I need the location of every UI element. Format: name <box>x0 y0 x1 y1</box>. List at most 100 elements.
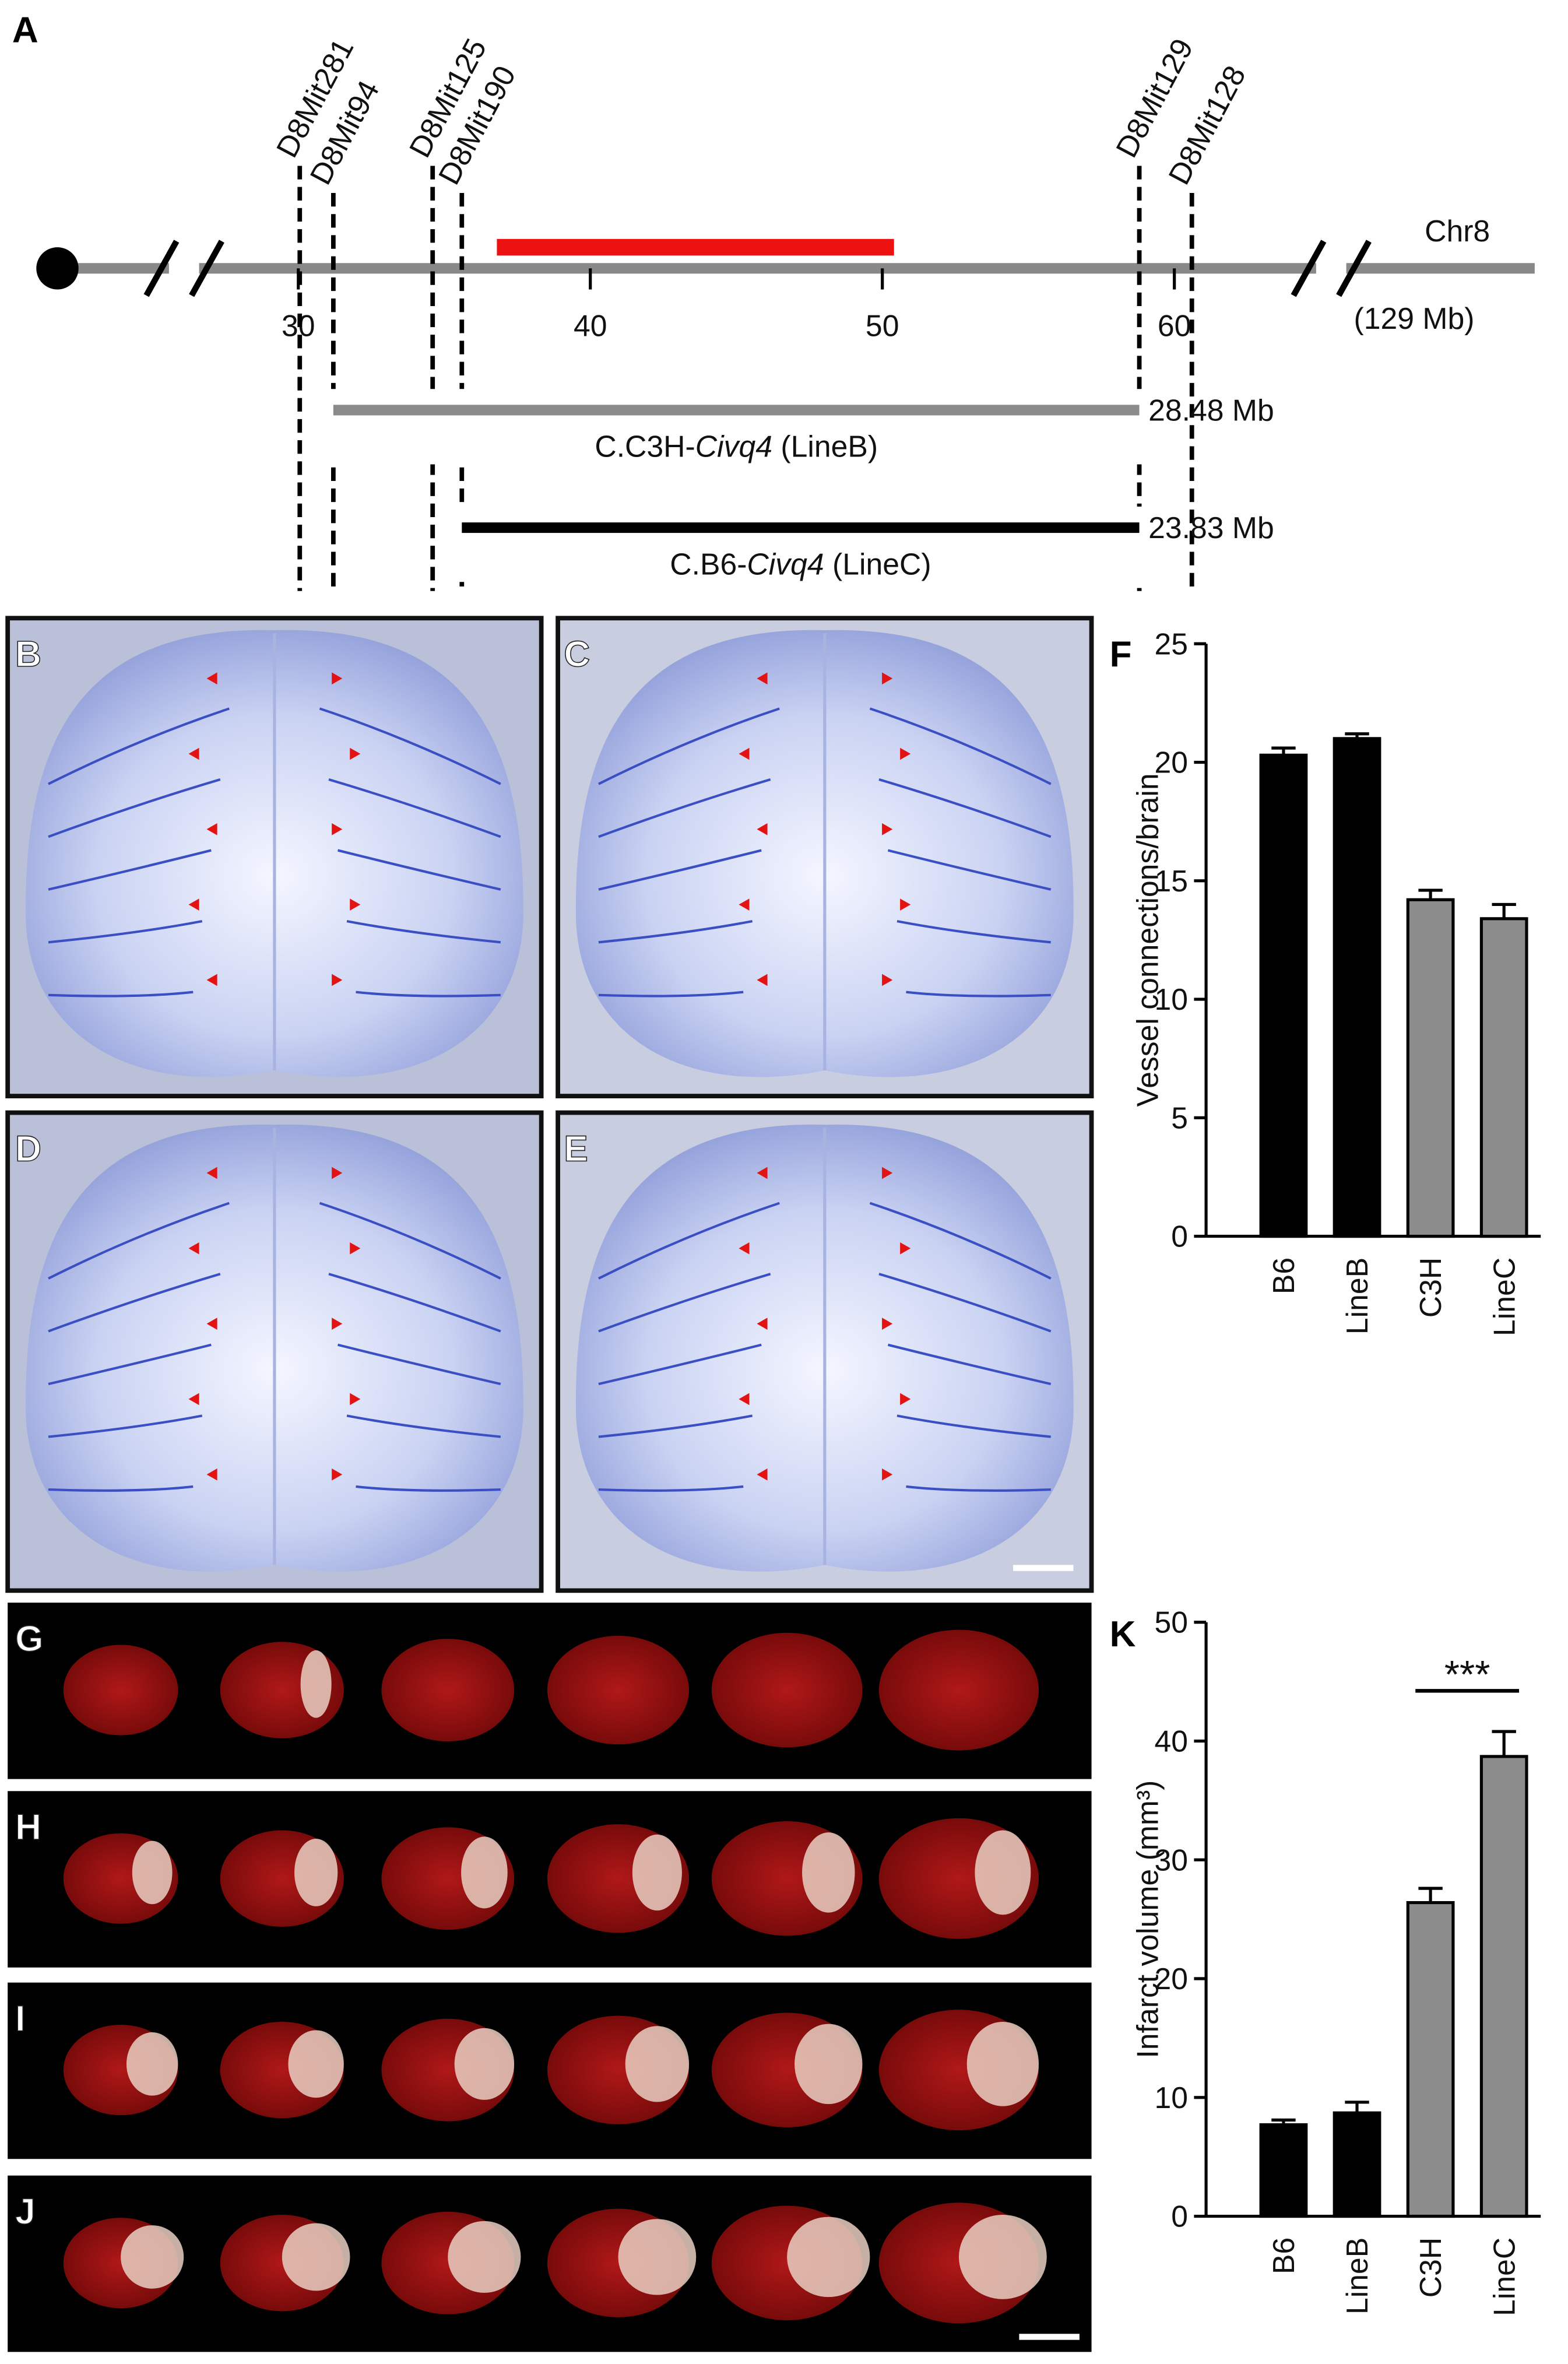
x-tick-label: C3H <box>1414 2237 1447 2298</box>
arrowhead <box>206 672 217 685</box>
segment-size: 28.48 Mb <box>1148 394 1274 427</box>
x-tick-label: C3H <box>1414 1257 1447 1318</box>
y-tick-label: 40 <box>1155 1724 1189 1758</box>
bar <box>1479 917 1528 1238</box>
line-name-suffix: (LineC) <box>824 547 931 581</box>
break-mark <box>1291 240 1327 297</box>
centromere <box>36 247 79 290</box>
vessel <box>887 849 1052 891</box>
x-tick-label: B6 <box>1267 1257 1300 1294</box>
segment-size: 23.83 Mb <box>1148 511 1274 545</box>
break-mark <box>189 240 224 297</box>
brain-slice <box>547 1635 690 1745</box>
arrowhead <box>206 1468 217 1481</box>
y-tick-label: 15 <box>1155 864 1189 898</box>
x-tick-label: B6 <box>1267 2237 1300 2274</box>
arrowhead <box>332 1167 343 1179</box>
vessel <box>598 1273 771 1333</box>
arrowhead <box>332 672 343 685</box>
arrowhead <box>739 1393 750 1406</box>
infarct <box>294 1839 338 1906</box>
bar <box>1479 1755 1528 2218</box>
bar <box>1333 737 1381 1238</box>
infarct <box>132 1840 173 1905</box>
vessel <box>48 1273 221 1333</box>
arrowhead <box>757 823 768 835</box>
bar <box>1333 2111 1381 2218</box>
panel-label: D <box>15 1129 41 1169</box>
vessel <box>346 920 501 944</box>
infarct <box>632 1834 682 1911</box>
vessel <box>356 990 501 997</box>
y-tick-label: 25 <box>1155 627 1189 661</box>
infarct <box>975 1830 1031 1915</box>
line-name-gene: Civq4 <box>747 547 824 581</box>
panel-label: J <box>15 2191 36 2232</box>
brain-slice <box>63 1645 178 1736</box>
y-tick-label: 20 <box>1155 746 1189 779</box>
vessel <box>48 1343 212 1386</box>
map-tick-label: 50 <box>866 309 899 343</box>
arrowhead <box>757 1318 768 1330</box>
panel-label: I <box>15 1998 25 2039</box>
vessel <box>878 1273 1052 1333</box>
arrowhead <box>900 898 911 911</box>
arrowhead <box>206 823 217 835</box>
arrowhead <box>350 1242 361 1255</box>
arrowhead <box>757 974 768 986</box>
bar <box>1406 898 1455 1238</box>
vessel <box>48 920 203 944</box>
line-name-prefix: C.C3H- <box>595 430 695 463</box>
infarct <box>121 2225 184 2289</box>
y-tick-label: 5 <box>1171 1101 1188 1134</box>
vessel <box>869 1202 1052 1280</box>
arrowhead <box>332 823 343 835</box>
vessel <box>319 707 501 785</box>
infarct <box>126 2032 178 2096</box>
vessel <box>598 1485 744 1492</box>
line-name-suffix: (LineB) <box>772 430 878 463</box>
panel-label: H <box>15 1807 41 1847</box>
infarct <box>288 2030 344 2098</box>
arrowhead <box>882 672 893 685</box>
vessel <box>597 707 780 785</box>
chromosome-name: Chr8 <box>1425 214 1490 248</box>
arrowhead <box>188 1242 199 1255</box>
infarct <box>300 1650 332 1718</box>
infarct <box>625 2026 690 2102</box>
panel-label: E <box>564 1129 588 1169</box>
vessel <box>597 1202 780 1280</box>
line-name-prefix: C.B6- <box>670 547 747 581</box>
vessel <box>598 778 771 838</box>
y-tick-label: 20 <box>1155 1962 1189 1996</box>
y-tick-label: 10 <box>1155 982 1189 1016</box>
vessel <box>328 1273 501 1333</box>
line-name-gene: Civq4 <box>695 430 772 463</box>
arrowhead <box>206 1318 217 1330</box>
arrowhead <box>739 747 750 760</box>
arrowhead <box>206 974 217 986</box>
vessel <box>337 1343 501 1386</box>
vessel <box>598 849 762 891</box>
arrowhead <box>900 1393 911 1406</box>
panel-label: G <box>15 1619 43 1659</box>
infarct <box>282 2223 350 2291</box>
arrowhead <box>188 747 199 760</box>
break-gap <box>168 259 199 278</box>
infarct <box>618 2219 697 2295</box>
panel-label: A <box>12 10 38 50</box>
y-tick-label: 30 <box>1155 1843 1189 1877</box>
arrowhead <box>350 1393 361 1406</box>
arrowhead <box>882 1167 893 1179</box>
arrowhead <box>332 1468 343 1481</box>
arrowhead <box>757 1167 768 1179</box>
vessel <box>598 920 753 944</box>
bar <box>1406 1901 1455 2218</box>
arrowhead <box>188 898 199 911</box>
congenic-bg <box>330 389 1142 465</box>
arrowhead <box>882 1468 893 1481</box>
panel-label: F <box>1110 634 1132 675</box>
vessel <box>896 920 1051 944</box>
